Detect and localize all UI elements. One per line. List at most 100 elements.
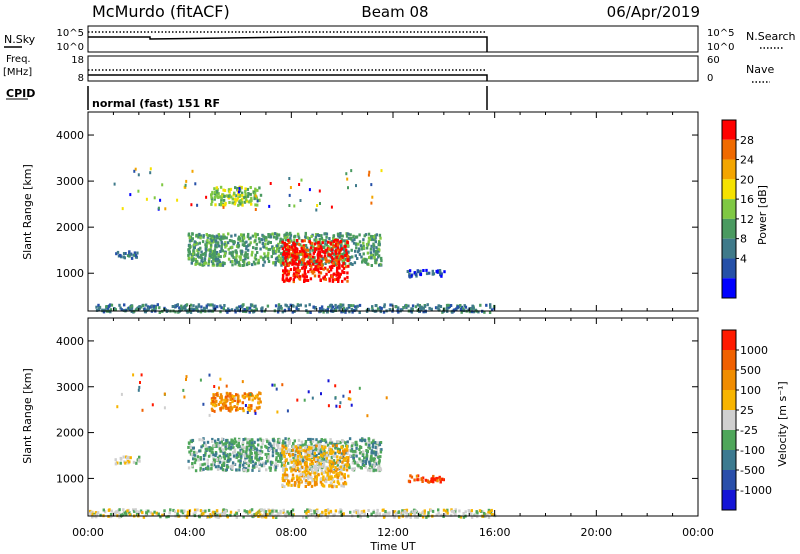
heatmap-cell — [208, 234, 211, 238]
heatmap-cell — [273, 383, 276, 387]
heatmap-cell — [220, 198, 223, 202]
heatmap-cell — [235, 259, 238, 263]
heatmap-cell — [217, 192, 220, 196]
heatmap-cell — [298, 452, 302, 456]
heatmap-cell — [296, 248, 299, 252]
heatmap-cell — [164, 207, 167, 211]
heatmap-cell — [277, 233, 280, 237]
heatmap-cell — [251, 468, 254, 472]
heatmap-cell — [353, 461, 357, 465]
heatmap-cell — [97, 303, 100, 307]
heatmap-cell — [374, 259, 377, 262]
heatmap-cell — [244, 456, 247, 460]
colorbar-swatch — [722, 430, 736, 450]
heatmap-cell — [236, 196, 240, 200]
heatmap-cell — [318, 247, 321, 251]
heatmap-cell — [288, 204, 291, 207]
heatmap-cell — [329, 477, 333, 481]
heatmap-cell — [117, 509, 120, 513]
heatmap-cell — [242, 515, 245, 519]
heatmap-cell — [302, 245, 305, 249]
heatmap-cell — [326, 443, 330, 447]
heatmap-cell — [372, 458, 376, 462]
heatmap-cell — [129, 456, 132, 460]
heatmap-cell — [421, 476, 425, 480]
heatmap-cell — [355, 443, 359, 447]
heatmap-cell — [250, 441, 254, 445]
heatmap-cell — [437, 511, 440, 515]
heatmap-cell — [374, 261, 377, 265]
colorbar-swatch — [722, 258, 736, 279]
heatmap-cell — [317, 449, 320, 453]
heatmap-cell — [245, 445, 249, 449]
heatmap-cell — [207, 260, 211, 263]
heatmap-cell — [244, 190, 247, 193]
heatmap-cell — [297, 480, 300, 484]
heatmap-cell — [207, 508, 211, 512]
heatmap-cell — [238, 262, 241, 266]
heatmap-cell — [329, 509, 332, 513]
heatmap-cell — [212, 307, 216, 311]
heatmap-cell — [299, 275, 302, 279]
heatmap-cell — [197, 458, 200, 462]
heatmap-cell — [193, 450, 196, 454]
heatmap-cell — [294, 453, 297, 457]
heatmap-cell — [489, 303, 492, 307]
heatmap-cell — [222, 233, 225, 237]
heatmap-cell — [196, 254, 200, 258]
heatmap-cell — [333, 442, 336, 446]
heatmap-cell — [266, 257, 270, 260]
heatmap-cell — [234, 258, 237, 262]
heatmap-cell — [194, 182, 197, 186]
heatmap-cell — [282, 469, 285, 472]
heatmap-cell — [190, 452, 194, 456]
heatmap-cell — [276, 310, 280, 314]
heatmap-cell — [366, 468, 370, 472]
heatmap-cell — [140, 305, 143, 309]
heatmap-cell — [96, 512, 99, 516]
heatmap-cell — [104, 308, 107, 312]
heatmap-cell — [248, 455, 252, 458]
heatmap-cell — [215, 452, 218, 456]
heatmap-cell — [205, 243, 208, 247]
heatmap-cell — [337, 473, 340, 477]
heatmap-cell — [210, 239, 214, 243]
heatmap-cell — [239, 199, 242, 203]
heatmap-cell — [311, 451, 315, 455]
heatmap-cell — [311, 439, 315, 443]
heatmap-cell — [214, 190, 217, 194]
heatmap-cell — [189, 439, 193, 443]
freq-tick-top: 18 — [71, 55, 84, 66]
heatmap-cell — [229, 393, 232, 397]
heatmap-cell — [259, 400, 262, 404]
heatmap-cell — [256, 199, 259, 203]
heatmap-cell — [325, 232, 329, 236]
heatmap-cell — [235, 406, 239, 410]
heatmap-cell — [342, 512, 345, 516]
heatmap-cell — [256, 188, 259, 192]
heatmap-cell — [95, 515, 98, 519]
heatmap-cell — [291, 260, 295, 264]
heatmap-cell — [341, 255, 344, 259]
heatmap-cell — [297, 263, 300, 266]
heatmap-cell — [299, 303, 302, 307]
heatmap-cell — [206, 234, 210, 238]
heatmap-cell — [113, 182, 116, 186]
colorbar-swatch — [722, 470, 736, 490]
heatmap-cell — [199, 468, 202, 472]
heatmap-cell — [216, 467, 220, 471]
heatmap-cell — [313, 270, 316, 274]
heatmap-cell — [297, 251, 300, 255]
heatmap-cell — [313, 480, 317, 484]
heatmap-cell — [346, 307, 349, 311]
heatmap-cell — [245, 448, 248, 452]
heatmap-cell — [193, 457, 196, 461]
heatmap-cell — [202, 454, 206, 457]
heatmap-cell — [369, 238, 373, 242]
heatmap-cell — [123, 511, 126, 515]
heatmap-cell — [315, 260, 318, 263]
heatmap-cell — [332, 450, 335, 454]
heatmap-cell — [269, 460, 273, 464]
heatmap-cell — [310, 513, 314, 516]
